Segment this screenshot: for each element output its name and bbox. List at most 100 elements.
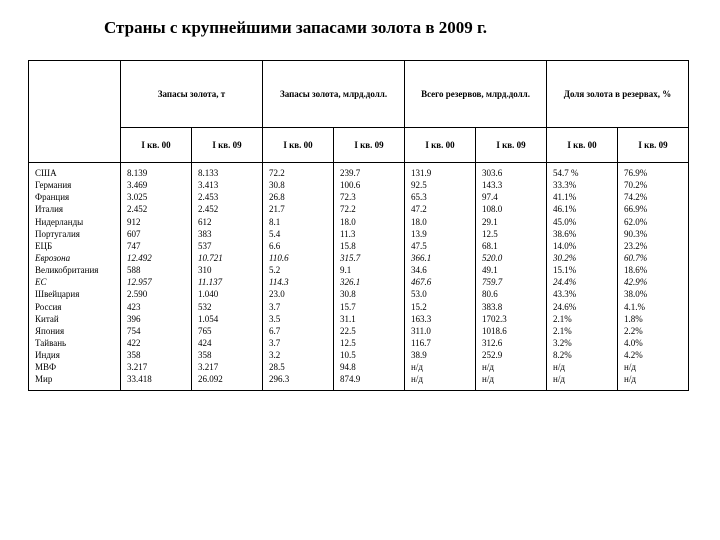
value: 2.452 <box>198 203 256 215</box>
value: 108.0 <box>482 203 540 215</box>
country-label: Тайвань <box>35 337 114 349</box>
value: 912 <box>127 216 185 228</box>
value: 18.0 <box>340 216 398 228</box>
value: 10.5 <box>340 349 398 361</box>
value: 90.3% <box>624 228 682 240</box>
value: 24.6% <box>553 301 611 313</box>
value: н/д <box>482 361 540 373</box>
value: 15.8 <box>340 240 398 252</box>
value: 312.6 <box>482 337 540 349</box>
subheader-4: I кв. 00 <box>405 128 476 163</box>
value: 310 <box>198 264 256 276</box>
value: 24.4% <box>553 276 611 288</box>
value: 11.3 <box>340 228 398 240</box>
subheader-5: I кв. 09 <box>476 128 547 163</box>
value: 326.1 <box>340 276 398 288</box>
country-label: Германия <box>35 179 114 191</box>
value: 4.2% <box>624 349 682 361</box>
value: 31.1 <box>340 313 398 325</box>
value: 14.0% <box>553 240 611 252</box>
value: 2.2% <box>624 325 682 337</box>
value: 34.6 <box>411 264 469 276</box>
value: 315.7 <box>340 252 398 264</box>
country-label: США <box>35 167 114 179</box>
header-blank <box>29 61 121 163</box>
value: 22.5 <box>340 325 398 337</box>
value: 3.7 <box>269 301 327 313</box>
value: 252.9 <box>482 349 540 361</box>
value: 759.7 <box>482 276 540 288</box>
value: 72.3 <box>340 191 398 203</box>
value: 423 <box>127 301 185 313</box>
value: 46.1% <box>553 203 611 215</box>
value: 47.5 <box>411 240 469 252</box>
value: н/д <box>624 373 682 385</box>
subheader-2: I кв. 00 <box>263 128 334 163</box>
value: 65.3 <box>411 191 469 203</box>
value: 30.8 <box>340 288 398 300</box>
value: 26.092 <box>198 373 256 385</box>
value: 143.3 <box>482 179 540 191</box>
value: 76.9% <box>624 167 682 179</box>
col-3: 239.7100.672.372.218.011.315.8315.79.132… <box>334 163 405 391</box>
col-7: 76.9%70.2%74.2%66.9%62.0%90.3%23.2%60.7%… <box>618 163 689 391</box>
value: 11.137 <box>198 276 256 288</box>
value: 42.9% <box>624 276 682 288</box>
value: 74.2% <box>624 191 682 203</box>
value: 47.2 <box>411 203 469 215</box>
value: 366.1 <box>411 252 469 264</box>
value: 38.0% <box>624 288 682 300</box>
value: 1.8% <box>624 313 682 325</box>
value: 2.453 <box>198 191 256 203</box>
value: 2.590 <box>127 288 185 300</box>
value: 29.1 <box>482 216 540 228</box>
col-6: 54.7 %33.3%41.1%46.1%45.0%38.6%14.0%30.2… <box>547 163 618 391</box>
col-0: 8.1393.4693.0252.45291260774712.49258812… <box>121 163 192 391</box>
value: 2.452 <box>127 203 185 215</box>
value: 1702.3 <box>482 313 540 325</box>
value: 18.0 <box>411 216 469 228</box>
value: 1.040 <box>198 288 256 300</box>
value: 8.139 <box>127 167 185 179</box>
value: 3.2% <box>553 337 611 349</box>
country-label: Россия <box>35 301 114 313</box>
header-group-0: Запасы золота, т <box>121 61 263 128</box>
value: 30.8 <box>269 179 327 191</box>
value: 9.1 <box>340 264 398 276</box>
col-2: 72.230.826.821.78.15.46.6110.65.2114.323… <box>263 163 334 391</box>
value: 3.217 <box>198 361 256 373</box>
value: 15.2 <box>411 301 469 313</box>
col-4: 131.992.565.347.218.013.947.5366.134.646… <box>405 163 476 391</box>
value: 3.7 <box>269 337 327 349</box>
value: 33.418 <box>127 373 185 385</box>
value: 28.5 <box>269 361 327 373</box>
value: 765 <box>198 325 256 337</box>
page-title: Страны с крупнейшими запасами золота в 2… <box>104 18 692 38</box>
col-5: 303.6143.397.4108.029.112.568.1520.049.1… <box>476 163 547 391</box>
country-label: Япония <box>35 325 114 337</box>
value: 10.721 <box>198 252 256 264</box>
country-label: Еврозона <box>35 252 114 264</box>
value: н/д <box>553 361 611 373</box>
country-label: Нидерланды <box>35 216 114 228</box>
country-label: Швейцария <box>35 288 114 300</box>
value: н/д <box>411 361 469 373</box>
value: 747 <box>127 240 185 252</box>
value: 239.7 <box>340 167 398 179</box>
value: 80.6 <box>482 288 540 300</box>
col-1: 8.1333.4132.4532.45261238353710.72131011… <box>192 163 263 391</box>
value: 537 <box>198 240 256 252</box>
value: 15.7 <box>340 301 398 313</box>
country-label: Мир <box>35 373 114 385</box>
value: 110.6 <box>269 252 327 264</box>
value: 92.5 <box>411 179 469 191</box>
value: 62.0% <box>624 216 682 228</box>
value: 8.1 <box>269 216 327 228</box>
value: 49.1 <box>482 264 540 276</box>
subheader-6: I кв. 00 <box>547 128 618 163</box>
value: 607 <box>127 228 185 240</box>
value: 38.6% <box>553 228 611 240</box>
value: н/д <box>411 373 469 385</box>
country-label: МВФ <box>35 361 114 373</box>
value: 114.3 <box>269 276 327 288</box>
